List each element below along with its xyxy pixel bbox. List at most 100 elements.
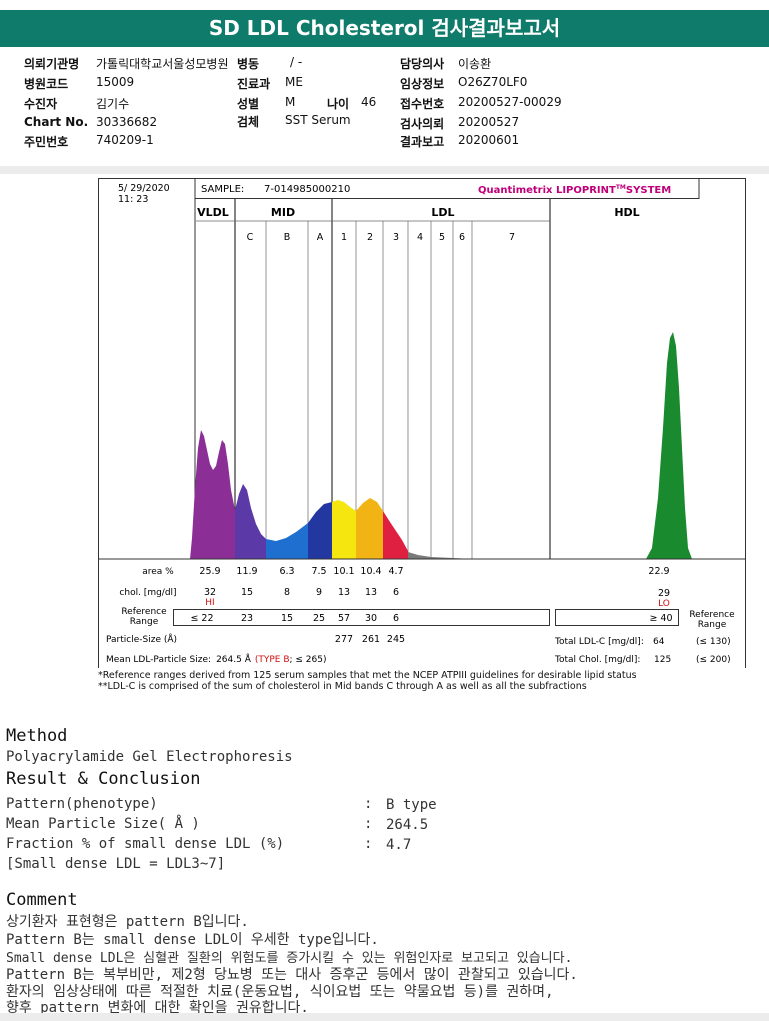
mid-label: MID xyxy=(271,206,295,219)
result-sep-1: : xyxy=(364,796,373,812)
band-ldl2: 2 xyxy=(367,232,373,243)
method-heading: Method xyxy=(6,726,68,746)
mean-ldl-particle-size: Mean LDL-Particle Size: 264.5 Å (TYPE B; ≤… xyxy=(106,653,327,665)
chart-value: 30336682 xyxy=(96,115,158,129)
ref-mid-c: 23 xyxy=(241,613,253,624)
chart-label: Chart No. xyxy=(24,115,89,129)
divider-band xyxy=(0,166,769,174)
result-value-fraction: 4.7 xyxy=(386,837,412,853)
institution-label: 의뢰기관명 xyxy=(24,57,80,71)
sample-id: 7-014985000210 xyxy=(264,184,350,195)
comment-line-3: Small dense LDL은 심혈관 질환의 위험도를 증가시킬 수 있는 … xyxy=(6,951,573,966)
area-label: area % xyxy=(142,567,174,577)
total-ldl-value: 64 xyxy=(653,637,665,647)
footnote-1: *Reference ranges derived from 125 serum… xyxy=(98,670,637,681)
ldl-tail xyxy=(408,552,472,559)
area-ldl3: 4.7 xyxy=(388,566,403,577)
bottom-band xyxy=(0,1013,769,1021)
ref-ldl1: 57 xyxy=(338,613,350,624)
total-chol-label: Total Chol. [mg/dl]: xyxy=(554,655,640,665)
band-ldl7: 7 xyxy=(509,232,515,243)
report-date: 5/ 29/2020 xyxy=(118,183,170,194)
ldl1-peak xyxy=(332,500,356,559)
ref-label-2: Range xyxy=(130,617,159,627)
area-hdl: 22.9 xyxy=(648,566,669,577)
band-a: A xyxy=(317,232,324,243)
chol-hdl: 29 xyxy=(658,588,670,599)
particle-ldl1: 277 xyxy=(335,634,353,645)
hdl-label: HDL xyxy=(614,206,639,219)
total-ldl-ref: (≤ 130) xyxy=(696,637,731,647)
particle-label: Particle-Size (Å) xyxy=(106,633,177,645)
area-ldl1: 10.1 xyxy=(333,566,354,577)
lipoprint-graph: 5/ 29/2020 11: 23 SAMPLE: 7-014985000210… xyxy=(98,178,746,669)
area-mid-a: 7.5 xyxy=(311,566,326,577)
ref-right-1: Reference xyxy=(689,610,735,620)
result-note: [Small dense LDL = LDL3~7] xyxy=(6,856,226,872)
band-ldl6: 6 xyxy=(459,232,465,243)
result-sep-3: : xyxy=(364,836,373,852)
chol-ldl1: 13 xyxy=(338,587,350,598)
mean-ref: ; ≤ 265) xyxy=(290,655,327,665)
ref-label-1: Reference xyxy=(121,607,167,617)
ref-ldl3: 6 xyxy=(393,613,399,624)
doctor-label: 담당의사 xyxy=(400,57,445,71)
band-b: B xyxy=(284,232,291,243)
brand-name: Quantimetrix LIPOPRINTTMSYSTEM xyxy=(478,184,671,196)
dept-label: 진료과 xyxy=(237,77,271,91)
hospital-code-value: 15009 xyxy=(96,75,135,89)
band-ldl4: 4 xyxy=(417,232,423,243)
age-label: 나이 xyxy=(327,97,350,111)
request-label: 검사의뢰 xyxy=(400,117,445,131)
ref-ldl2: 30 xyxy=(365,613,377,624)
lipoprint-report: 5/ 29/2020 11: 23 SAMPLE: 7-014985000210… xyxy=(98,178,746,669)
chol-ldl3: 6 xyxy=(393,587,399,598)
ref-vldl: ≤ 22 xyxy=(190,613,213,624)
ldl3-peak xyxy=(383,511,408,559)
result-date-label: 결과보고 xyxy=(400,135,445,149)
sex-value: M xyxy=(285,95,296,109)
hdl-peak xyxy=(646,332,692,559)
area-ldl2: 10.4 xyxy=(360,566,381,577)
result-label-size: Mean Particle Size( Å ) xyxy=(6,816,200,832)
band-ldl3: 3 xyxy=(393,232,399,243)
vldl-label: VLDL xyxy=(197,206,229,219)
ref-hdl: ≥ 40 xyxy=(649,613,672,624)
ref-mid-b: 15 xyxy=(281,613,293,624)
doctor-value: 이송환 xyxy=(458,57,492,71)
mean-type: (TYPE B xyxy=(255,655,290,665)
result-value-pattern: B type xyxy=(386,797,437,813)
sex-label: 성별 xyxy=(237,97,260,111)
result-label-fraction: Fraction % of small dense LDL (%) xyxy=(6,836,285,852)
comment-line-1: 상기환자 표현형은 pattern B입니다. xyxy=(6,914,249,930)
chol-mid-b: 8 xyxy=(284,587,290,598)
total-chol-value: 125 xyxy=(654,655,671,665)
id-value: 740209-1 xyxy=(96,133,154,147)
mean-value: 264.5 Å xyxy=(216,653,252,665)
age-value: 46 xyxy=(361,95,377,109)
result-heading: Result & Conclusion xyxy=(6,769,201,789)
mid-b-peak xyxy=(266,523,308,559)
area-mid-c: 11.9 xyxy=(236,566,257,577)
id-label: 주민번호 xyxy=(24,135,69,149)
dept-value: ME xyxy=(285,75,303,89)
area-vldl: 25.9 xyxy=(199,566,220,577)
report-time: 11: 23 xyxy=(118,194,148,205)
report-title: SD LDL Cholesterol 검사결과보고서 xyxy=(0,10,769,47)
result-sep-2: : xyxy=(364,816,373,832)
band-ldl1: 1 xyxy=(341,232,347,243)
comment-line-6: 향후 pattern 변화에 대한 확인을 권유합니다. xyxy=(6,1000,309,1016)
ldl2-peak xyxy=(356,498,383,559)
sample-label: SAMPLE: xyxy=(201,184,244,195)
receipt-label: 접수번호 xyxy=(400,97,445,111)
comment-line-5: 환자의 임상상태에 따른 적절한 치료(운동요법, 식이요법 또는 약물요법 등… xyxy=(6,984,554,1000)
mid-a-peak xyxy=(308,502,332,559)
chol-mid-c: 15 xyxy=(241,587,253,598)
chol-mid-a: 9 xyxy=(316,587,322,598)
area-mid-b: 6.3 xyxy=(279,566,294,577)
method-text: Polyacrylamide Gel Electrophoresis xyxy=(6,749,293,765)
clinical-value: O26Z70LF0 xyxy=(458,75,528,89)
band-c: C xyxy=(247,232,254,243)
specimen-label: 검체 xyxy=(237,115,260,129)
particle-ldl2: 261 xyxy=(362,634,380,645)
